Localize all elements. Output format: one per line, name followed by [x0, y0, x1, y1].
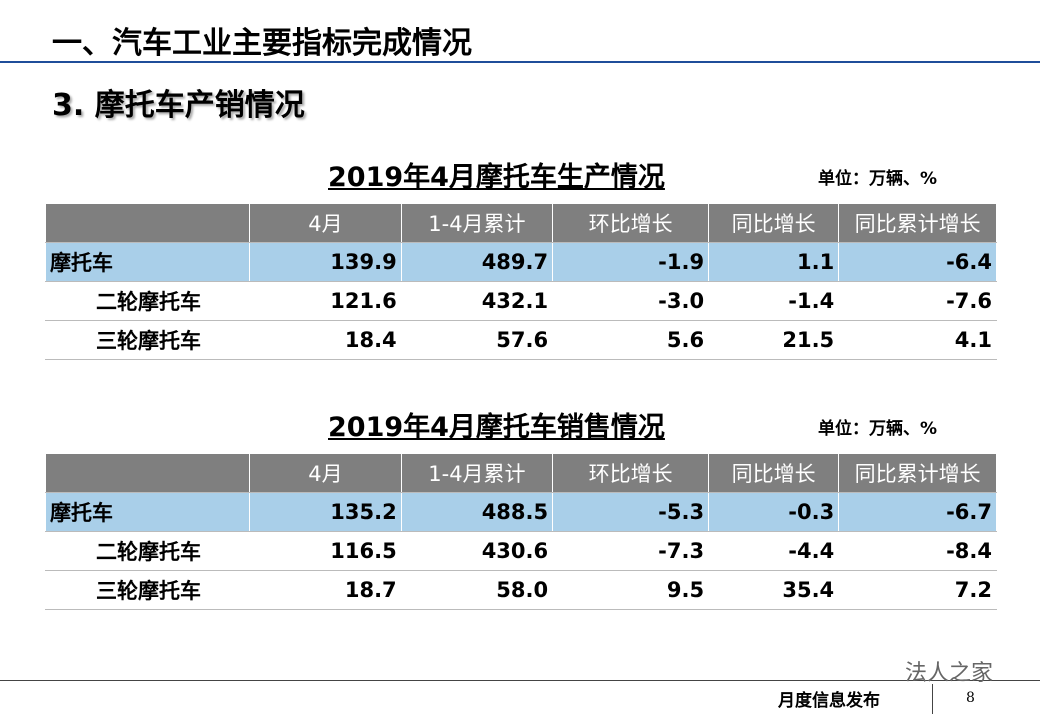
column-header: 同比累计增长 [838, 203, 997, 243]
column-header [44, 453, 251, 493]
cell: 35.4 [708, 570, 840, 610]
footer-rule [0, 680, 1040, 681]
table-row: 三轮摩托车 18.4 57.6 5.6 21.5 4.1 [44, 320, 997, 360]
cell: 21.5 [708, 320, 840, 360]
row-label: 三轮摩托车 [44, 320, 251, 360]
row-label: 摩托车 [44, 492, 251, 532]
cell: 9.5 [552, 570, 710, 610]
cell: 57.6 [400, 320, 554, 360]
row-label: 二轮摩托车 [44, 531, 251, 571]
table-row: 摩托车 139.9 489.7 -1.9 1.1 -6.4 [44, 242, 997, 282]
table-title: 2019年4月摩托车销售情况 [328, 412, 665, 443]
cell: 1.1 [708, 242, 840, 282]
table-row: 二轮摩托车 121.6 432.1 -3.0 -1.4 -7.6 [44, 281, 997, 321]
slide-title: 一、汽车工业主要指标完成情况 [52, 26, 472, 61]
column-header: 同比增长 [708, 453, 840, 493]
column-header: 环比增长 [552, 453, 710, 493]
cell: 5.6 [552, 320, 710, 360]
cell: -6.4 [838, 242, 997, 282]
page-number: 8 [966, 690, 975, 706]
data-table: 4月 1-4月累计 环比增长 同比增长 同比累计增长 摩托车 139.9 489.7 -1.9 1… [44, 203, 997, 360]
column-header: 1-4月累计 [400, 203, 554, 243]
row-label: 三轮摩托车 [44, 570, 251, 610]
slide-subtitle: 3. 摩托车产销情况 [52, 88, 305, 123]
watermark: 法人之家 [905, 661, 994, 686]
cell: 4.1 [838, 320, 997, 360]
title-rule [0, 61, 1040, 63]
cell: 18.4 [249, 320, 402, 360]
cell: -1.4 [708, 281, 840, 321]
cell: -4.4 [708, 531, 840, 571]
row-label: 二轮摩托车 [44, 281, 251, 321]
cell: 488.5 [400, 492, 554, 532]
column-header [44, 203, 251, 243]
cell: -7.6 [838, 281, 997, 321]
cell: -6.7 [838, 492, 997, 532]
cell: 139.9 [249, 242, 402, 282]
unit-label: 单位：万辆、% [818, 169, 938, 189]
header-row: 4月 1-4月累计 环比增长 同比增长 同比累计增长 [44, 453, 997, 493]
cell: -8.4 [838, 531, 997, 571]
column-header: 4月 [249, 203, 402, 243]
cell: 121.6 [249, 281, 402, 321]
cell: 432.1 [400, 281, 554, 321]
header-row: 4月 1-4月累计 环比增长 同比增长 同比累计增长 [44, 203, 997, 243]
cell: 7.2 [838, 570, 997, 610]
table-row: 摩托车 135.2 488.5 -5.3 -0.3 -6.7 [44, 492, 997, 532]
cell: 116.5 [249, 531, 402, 571]
footer-label: 月度信息发布 [778, 691, 880, 711]
cell: 430.6 [400, 531, 554, 571]
data-table: 4月 1-4月累计 环比增长 同比增长 同比累计增长 摩托车 135.2 488.5 -5.3-… [44, 453, 997, 610]
cell: -7.3 [552, 531, 710, 571]
column-header: 同比累计增长 [838, 453, 997, 493]
cell: 489.7 [400, 242, 554, 282]
cell: -5.3 [552, 492, 710, 532]
cell: -3.0 [552, 281, 710, 321]
column-header: 4月 [249, 453, 402, 493]
column-header: 同比增长 [708, 203, 840, 243]
table-row: 三轮摩托车 18.7 58.0 9.5 35.4 7.2 [44, 570, 997, 610]
row-label: 摩托车 [44, 242, 251, 282]
cell: 18.7 [249, 570, 402, 610]
cell: 135.2 [249, 492, 402, 532]
table-title: 2019年4月摩托车生产情况 [328, 162, 665, 193]
cell: -0.3 [708, 492, 840, 532]
unit-label: 单位：万辆、% [818, 419, 938, 439]
table-row: 二轮摩托车 116.5 430.6 -7.3 -4.4 -8.4 [44, 531, 997, 571]
cell: 58.0 [400, 570, 554, 610]
column-header: 环比增长 [552, 203, 710, 243]
cell: -1.9 [552, 242, 710, 282]
footer-separator [932, 684, 933, 714]
column-header: 1-4月累计 [400, 453, 554, 493]
